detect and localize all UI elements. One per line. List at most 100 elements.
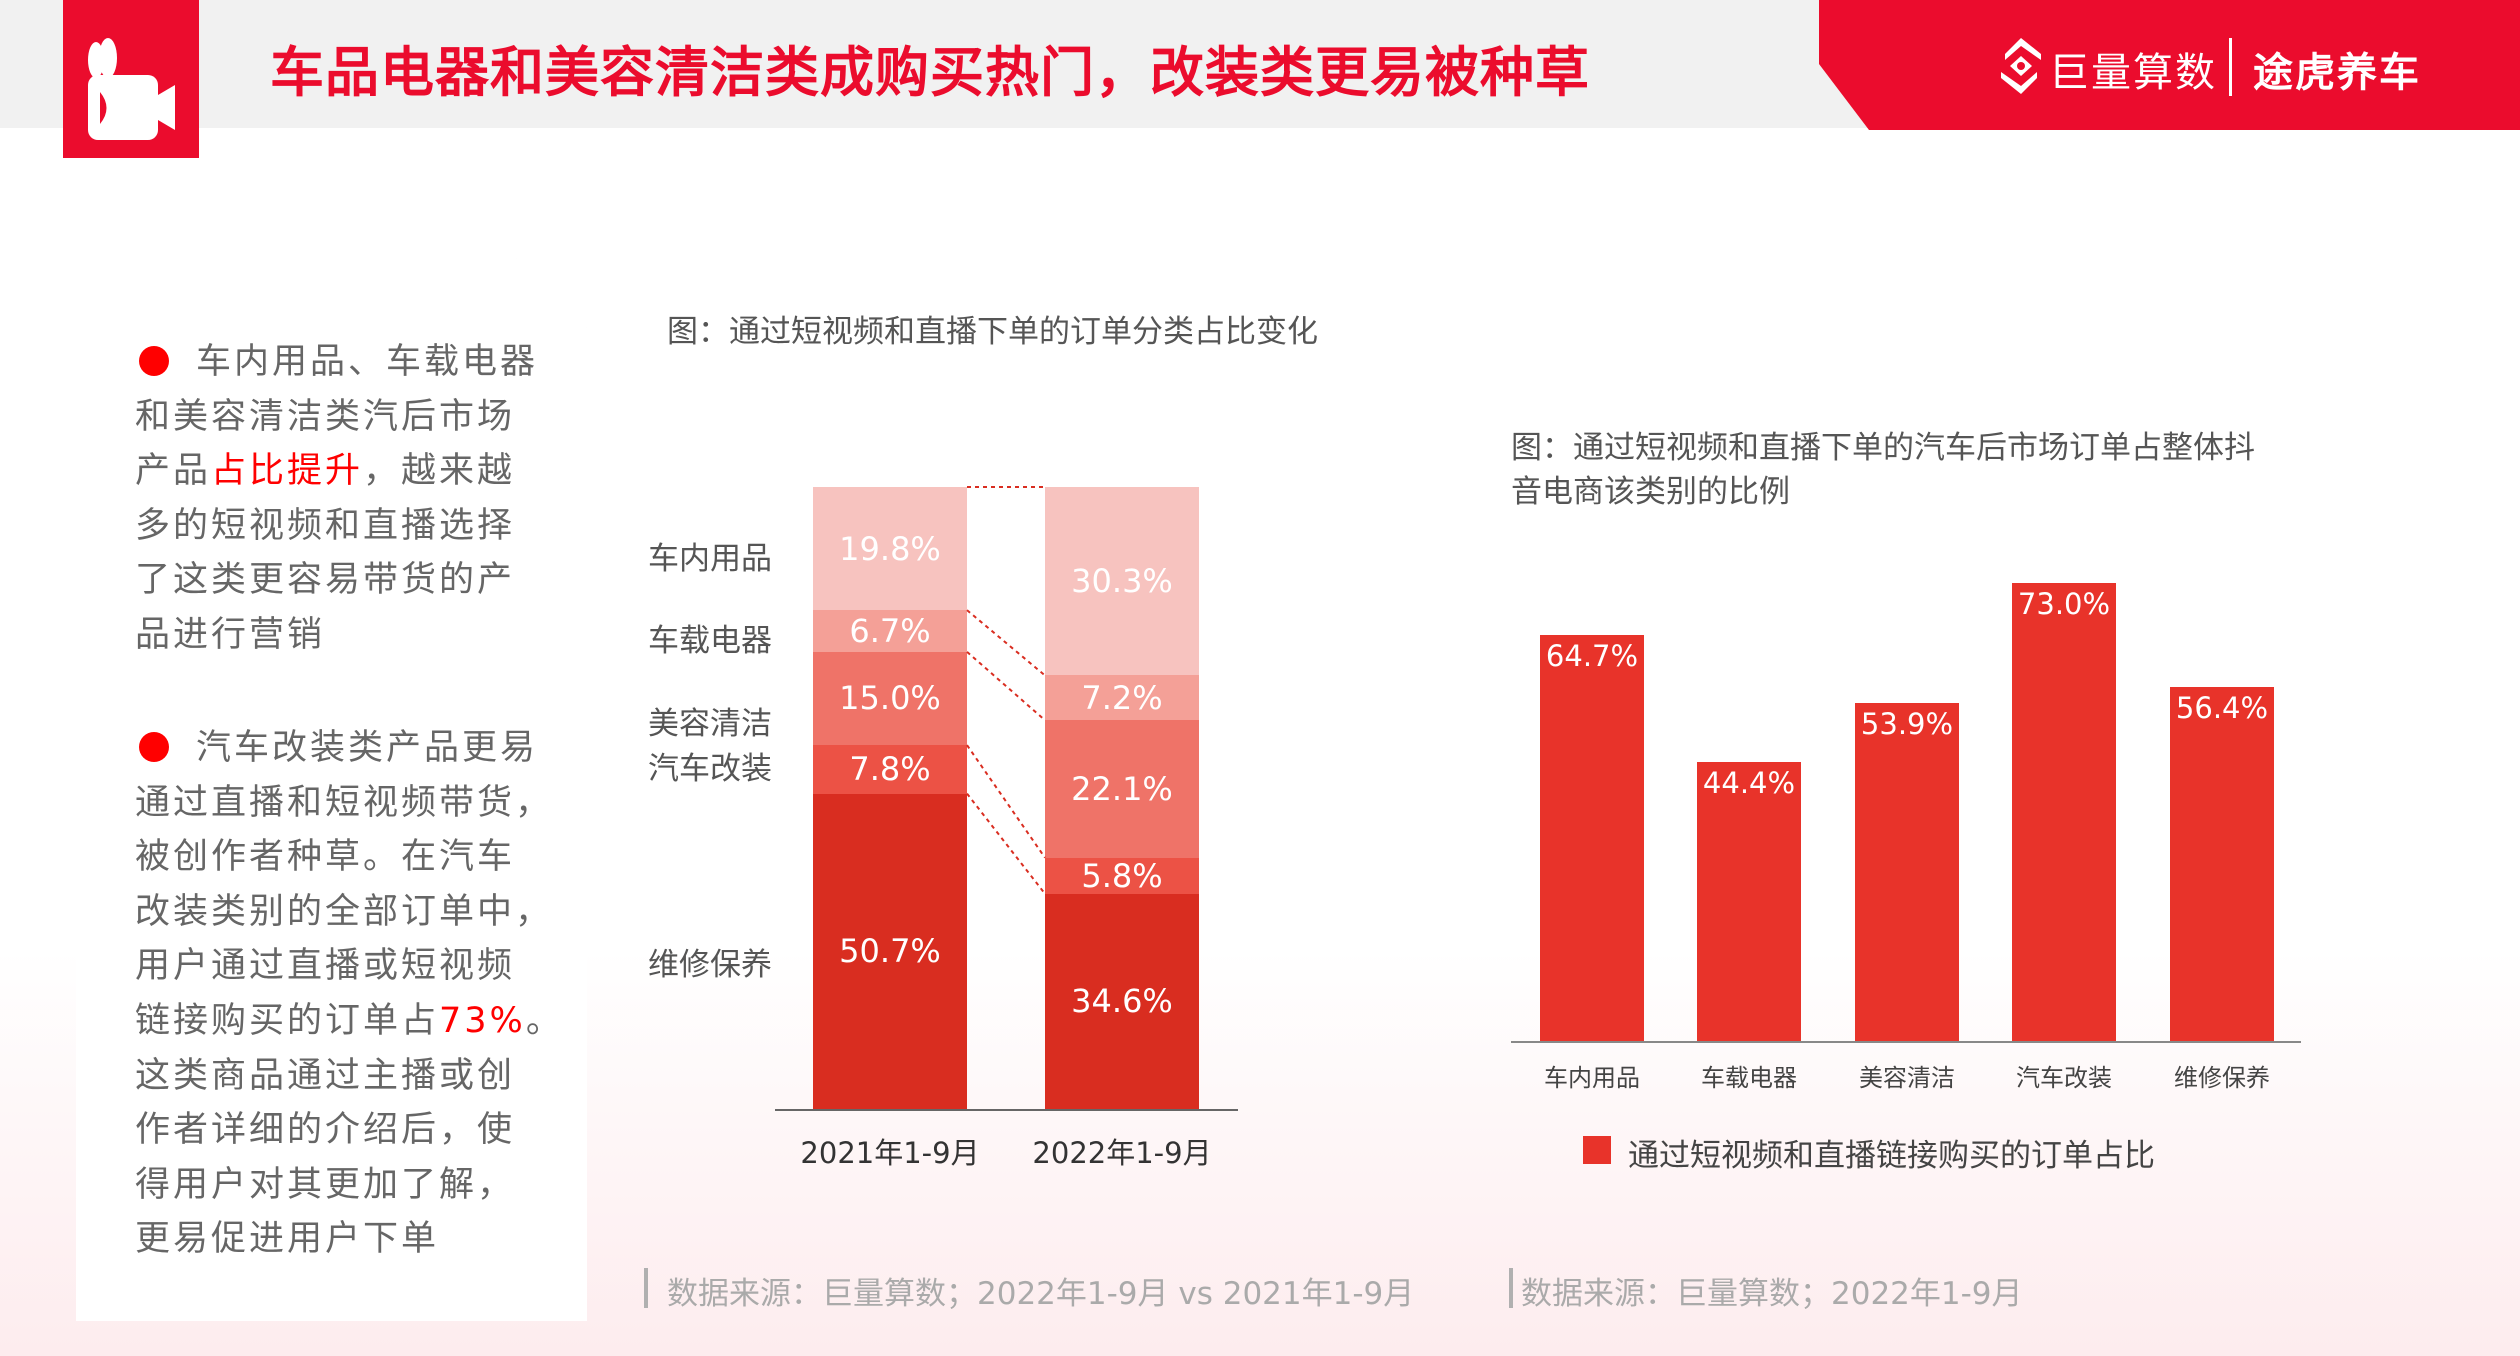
bar-segment: 6.7% bbox=[813, 610, 967, 652]
right-chart-source: 数据来源：巨量算数；2022年1-9月 bbox=[1521, 1276, 2023, 1312]
bar-value-label: 30.3% bbox=[1071, 562, 1173, 601]
text-line: 链接购买的订单占73%。 bbox=[135, 1001, 564, 1041]
text-segment: 通过直播和短视频带货， bbox=[135, 782, 554, 823]
text-segment: 了这类更容易带货的产 bbox=[135, 560, 516, 601]
x-axis-label: 2022年1-9月 bbox=[1032, 1136, 1212, 1170]
bar-value-label: 7.8% bbox=[849, 750, 931, 789]
bar-value-label: 50.7% bbox=[839, 932, 941, 971]
x-axis-label: 2021年1-9月 bbox=[800, 1136, 980, 1170]
text-segment: 被创作者种草。在汽车 bbox=[135, 837, 516, 878]
text-line: 了这类更容易带货的产 bbox=[135, 560, 515, 600]
bar-value-label: 22.1% bbox=[1071, 769, 1173, 808]
right-chart-title-line2: 音电商该类别的比例 bbox=[1511, 474, 1790, 510]
page-title: 车品电器和美容清洁类成购买热门，改装类更易被种草 bbox=[270, 41, 1590, 104]
legend-swatch bbox=[1583, 1136, 1611, 1164]
left-chart-source: 数据来源：巨量算数；2022年1-9月 vs 2021年1-9月 bbox=[667, 1276, 1415, 1312]
series-label: 车载电器 bbox=[648, 623, 772, 659]
text-segment: ，越来越 bbox=[363, 451, 516, 492]
x-axis-label: 美容清洁 bbox=[1859, 1064, 1955, 1092]
bar-value-label: 15.0% bbox=[839, 679, 941, 718]
text-segment: 链接购买的订单占 bbox=[135, 1001, 440, 1041]
text-segment: 用户通过直播或短视频 bbox=[135, 946, 516, 987]
series-label: 维修保养 bbox=[648, 947, 772, 983]
series-label: 汽车改装 bbox=[648, 751, 772, 787]
bar-segment: 50.7% bbox=[813, 793, 967, 1109]
x-axis-label: 汽车改装 bbox=[2016, 1064, 2112, 1092]
bar-segment: 34.6% bbox=[1045, 893, 1199, 1109]
bar-segment: 7.2% bbox=[1045, 675, 1199, 721]
legend-label: 通过短视频和直播链接购买的订单占比 bbox=[1628, 1138, 2155, 1174]
bar-value-label: 5.8% bbox=[1081, 856, 1163, 895]
text-line: 被创作者种草。在汽车 bbox=[135, 837, 515, 877]
highlight-text: 73% bbox=[439, 1001, 526, 1041]
text-line: 通过直播和短视频带货， bbox=[135, 783, 553, 823]
bar-value-label: 44.4% bbox=[1702, 766, 1796, 801]
text-line: 改装类别的全部订单中， bbox=[135, 892, 553, 932]
source-divider bbox=[644, 1268, 648, 1308]
text-segment: 作者详细的介绍后，使 bbox=[135, 1110, 516, 1151]
brand-banner bbox=[1819, 0, 2520, 130]
bar-segment: 5.8% bbox=[1045, 856, 1199, 895]
right-chart-title-line1: 图：通过短视频和直播下单的汽车后市场订单占整体抖 bbox=[1511, 430, 2255, 466]
bar: 56.4% bbox=[2170, 686, 2274, 1041]
left-chart-title: 图：通过短视频和直播下单的订单分类占比变化 bbox=[667, 314, 1318, 350]
bar-value-label: 73.0% bbox=[2017, 586, 2111, 621]
text-segment: 品进行营销 bbox=[135, 615, 326, 655]
text-segment: 汽车改装类产品更易 bbox=[196, 728, 539, 768]
text-line: 更易促进用户下单 bbox=[135, 1219, 439, 1259]
bar-segment: 19.8% bbox=[813, 487, 967, 611]
bar-segment: 22.1% bbox=[1045, 720, 1199, 858]
bar-value-label: 7.2% bbox=[1081, 678, 1163, 717]
bar-value-label: 64.7% bbox=[1545, 638, 1639, 673]
juliang-logo-icon bbox=[2001, 38, 2041, 94]
text-line: 得用户对其更加了解， bbox=[135, 1165, 515, 1205]
connector-line bbox=[966, 651, 1046, 722]
bar-segment: 7.8% bbox=[813, 745, 967, 794]
text-line: 和美容清洁类汽后市场 bbox=[135, 397, 515, 437]
video-camera-icon bbox=[63, 0, 199, 158]
text-segment: 。 bbox=[525, 1001, 564, 1041]
text-segment: 更易促进用户下单 bbox=[135, 1219, 440, 1260]
text-segment: 这类商品通过主播或创 bbox=[135, 1055, 516, 1096]
series-label: 美容清洁 bbox=[648, 706, 772, 742]
juliang-logo-text: 巨量算数 bbox=[2049, 50, 2217, 96]
highlight-text: 占比提升 bbox=[211, 451, 364, 492]
text-line: 多的短视频和直播选择 bbox=[135, 506, 515, 546]
bar-value-label: 53.9% bbox=[1860, 706, 1954, 741]
logo-divider bbox=[2229, 38, 2232, 96]
x-axis-label: 维修保养 bbox=[2174, 1064, 2270, 1092]
text-line: 这类商品通过主播或创 bbox=[135, 1056, 515, 1096]
x-axis-label: 车内用品 bbox=[1544, 1064, 1640, 1092]
bar: 73.0% bbox=[2012, 582, 2116, 1041]
text-segment: 多的短视频和直播选择 bbox=[135, 505, 516, 546]
bar-value-label: 19.8% bbox=[839, 529, 941, 568]
text-line: 产品占比提升，越来越 bbox=[135, 451, 515, 491]
tuhu-logo-text: 途虎养车 bbox=[2253, 50, 2421, 96]
text-line: 作者详细的介绍后，使 bbox=[135, 1110, 515, 1150]
text-segment: 改装类别的全部订单中， bbox=[135, 891, 554, 932]
series-label: 车内用品 bbox=[648, 541, 772, 577]
x-axis-label: 车载电器 bbox=[1701, 1064, 1797, 1092]
bar-value-label: 6.7% bbox=[849, 611, 931, 650]
bar-value-label: 34.6% bbox=[1071, 982, 1173, 1021]
summary-card bbox=[76, 258, 587, 1321]
text-line: 用户通过直播或短视频 bbox=[135, 946, 515, 986]
text-line: 车内用品、车载电器 bbox=[196, 342, 538, 382]
bar: 44.4% bbox=[1697, 762, 1801, 1041]
bar: 53.9% bbox=[1855, 702, 1959, 1041]
text-segment: 车内用品、车载电器 bbox=[196, 342, 539, 382]
bar-segment: 15.0% bbox=[813, 651, 967, 746]
connector-line bbox=[966, 793, 1046, 895]
bullet-dot-icon bbox=[139, 732, 169, 762]
bar-value-label: 56.4% bbox=[2175, 690, 2269, 725]
text-line: 汽车改装类产品更易 bbox=[196, 728, 538, 768]
bar-segment: 30.3% bbox=[1045, 487, 1199, 676]
connector-line bbox=[966, 744, 1046, 859]
bar: 64.7% bbox=[1540, 634, 1644, 1041]
bullet-dot-icon bbox=[139, 346, 169, 376]
text-segment: 得用户对其更加了解， bbox=[135, 1164, 516, 1205]
text-segment: 产品 bbox=[135, 451, 212, 492]
text-segment: 和美容清洁类汽后市场 bbox=[135, 396, 516, 437]
connector-line bbox=[966, 609, 1046, 677]
